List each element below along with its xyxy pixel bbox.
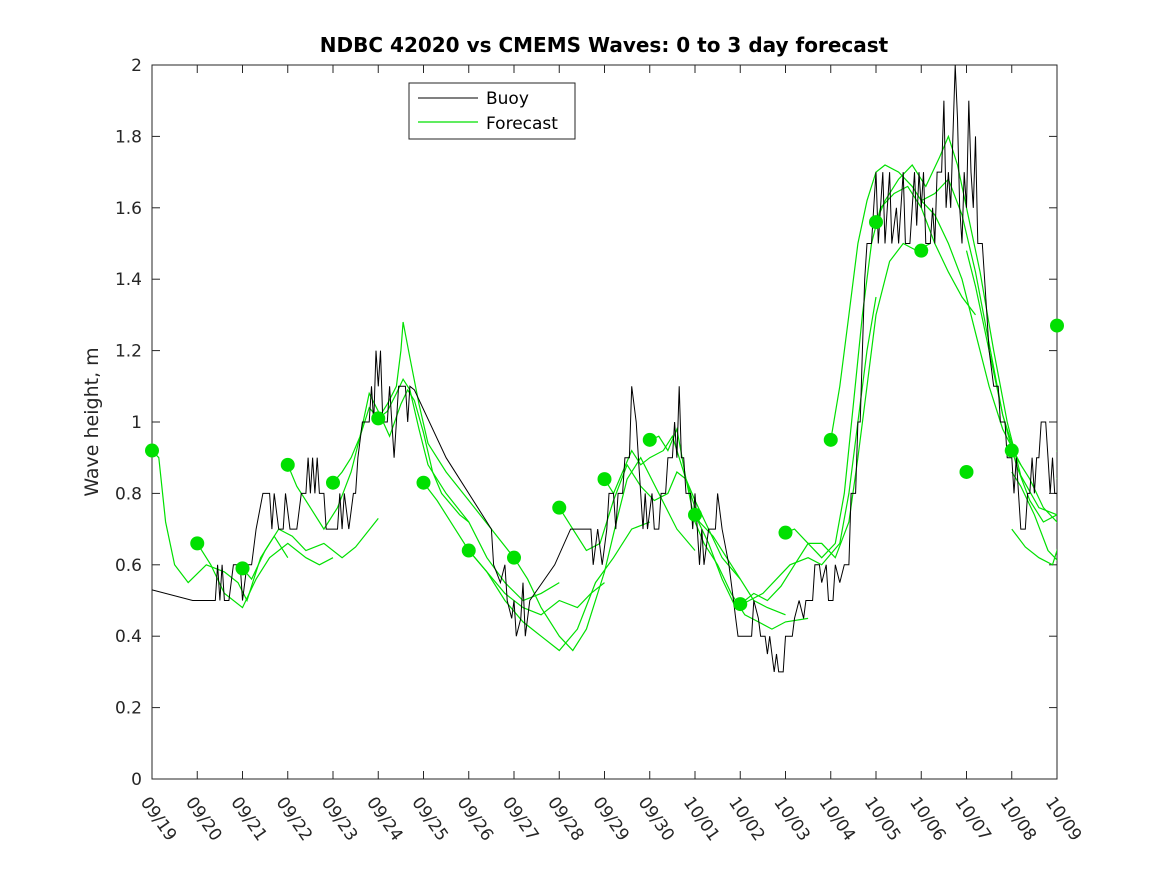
plot-lines [152, 64, 1057, 673]
forecast-marker [371, 411, 386, 426]
legend: Buoy Forecast [408, 82, 576, 140]
legend-label-forecast: Forecast [486, 114, 558, 134]
legend-label-buoy: Buoy [486, 89, 529, 109]
y-tick-label: 1.6 [115, 199, 142, 219]
y-axis-label: Wave height, m [81, 347, 103, 496]
y-tick-label: 1.8 [115, 127, 142, 147]
forecast-marker [461, 543, 476, 558]
forecast-line [739, 242, 931, 605]
forecast-marker [959, 464, 974, 479]
forecast-line [558, 463, 741, 580]
forecast-marker [326, 475, 340, 490]
forecast-marker [507, 550, 521, 565]
buoy-line [152, 64, 1057, 673]
forecast-line [965, 250, 1057, 523]
forecast-marker [869, 215, 883, 230]
y-tick-label: 0 [131, 770, 142, 790]
forecast-marker [235, 561, 250, 576]
forecast-marker [1050, 318, 1064, 333]
forecast-marker [733, 597, 748, 612]
forecast-line [377, 377, 560, 602]
forecast-marker [823, 432, 838, 447]
y-tick-label: 1.2 [115, 342, 142, 362]
legend-box [408, 82, 576, 140]
forecast-line [694, 296, 877, 609]
forecast-line [196, 542, 334, 609]
forecast-marker [145, 443, 159, 458]
y-tick-label: 0.4 [115, 627, 142, 647]
forecast-line [287, 388, 470, 531]
chart-title: NDBC 42020 vs CMEMS Waves: 0 to 3 day fo… [320, 33, 889, 57]
forecast-marker [280, 457, 295, 472]
y-tick-label: 0.6 [115, 556, 142, 576]
forecast-line [468, 521, 651, 652]
forecast-marker [552, 500, 567, 515]
forecast-line [1011, 528, 1057, 566]
y-tick-label: 1 [131, 413, 142, 433]
forecast-marker [914, 243, 929, 258]
y-tick-label: 0.8 [115, 484, 142, 504]
forecast-marker [778, 525, 793, 540]
forecast-line [921, 178, 1057, 523]
y-tick-label: 2 [131, 56, 142, 76]
forecast-marker [1004, 443, 1019, 458]
forecast-marker [190, 536, 205, 551]
forecast-line [242, 518, 379, 581]
forecast-line [332, 321, 515, 559]
y-tick-label: 0.2 [115, 699, 142, 719]
forecast-line [830, 164, 1022, 466]
forecast-marker [688, 507, 702, 522]
y-tick-label: 1.4 [115, 270, 142, 290]
forecast-line [649, 427, 809, 630]
forecast-marker [642, 432, 657, 447]
forecast-marker [597, 472, 612, 487]
forecast-line [513, 456, 696, 652]
forecast-marker [416, 475, 431, 490]
